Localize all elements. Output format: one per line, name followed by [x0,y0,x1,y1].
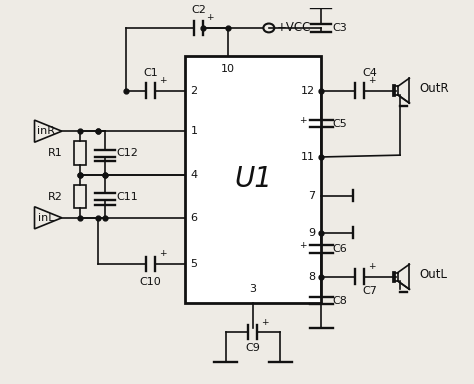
Text: C8: C8 [333,296,347,306]
Text: +: + [159,76,166,85]
Bar [73,141,86,165]
Text: C2: C2 [191,5,206,15]
Text: inL: inL [37,213,54,223]
Text: C11: C11 [117,192,138,202]
Text: C7: C7 [362,286,377,296]
Text: +VCC: +VCC [277,22,311,35]
Text: 11: 11 [301,152,315,162]
Text: 5: 5 [191,259,198,269]
Text: 6: 6 [191,213,198,223]
Text: OutR: OutR [419,82,448,95]
Text: +: + [299,241,306,250]
Text: 4: 4 [191,170,198,180]
Text: C6: C6 [333,244,347,254]
Text: +: + [299,116,306,125]
Text: inR: inR [37,126,55,136]
Text: U1: U1 [234,165,272,193]
Text: +: + [368,262,375,271]
Text: R1: R1 [48,148,63,158]
Text: OutL: OutL [419,268,447,281]
Text: C3: C3 [333,23,347,33]
Text: +: + [159,249,166,258]
Text: C4: C4 [362,68,377,78]
Text: 2: 2 [191,86,198,96]
Text: R2: R2 [48,192,63,202]
Text: 1: 1 [191,126,198,136]
Text: C1: C1 [143,68,158,78]
Text: +: + [207,13,214,22]
Text: 3: 3 [249,285,256,295]
Text: 8: 8 [308,272,315,282]
Text: +: + [261,318,269,326]
Bar [185,56,321,303]
Text: C10: C10 [140,277,162,287]
Text: C12: C12 [117,148,138,158]
Text: +: + [368,76,375,85]
Text: 10: 10 [221,64,235,74]
Text: 7: 7 [308,191,315,201]
Bar [73,185,86,209]
Text: 12: 12 [301,86,315,96]
Text: C9: C9 [246,343,260,353]
Text: 9: 9 [308,228,315,238]
Text: C5: C5 [333,119,347,129]
